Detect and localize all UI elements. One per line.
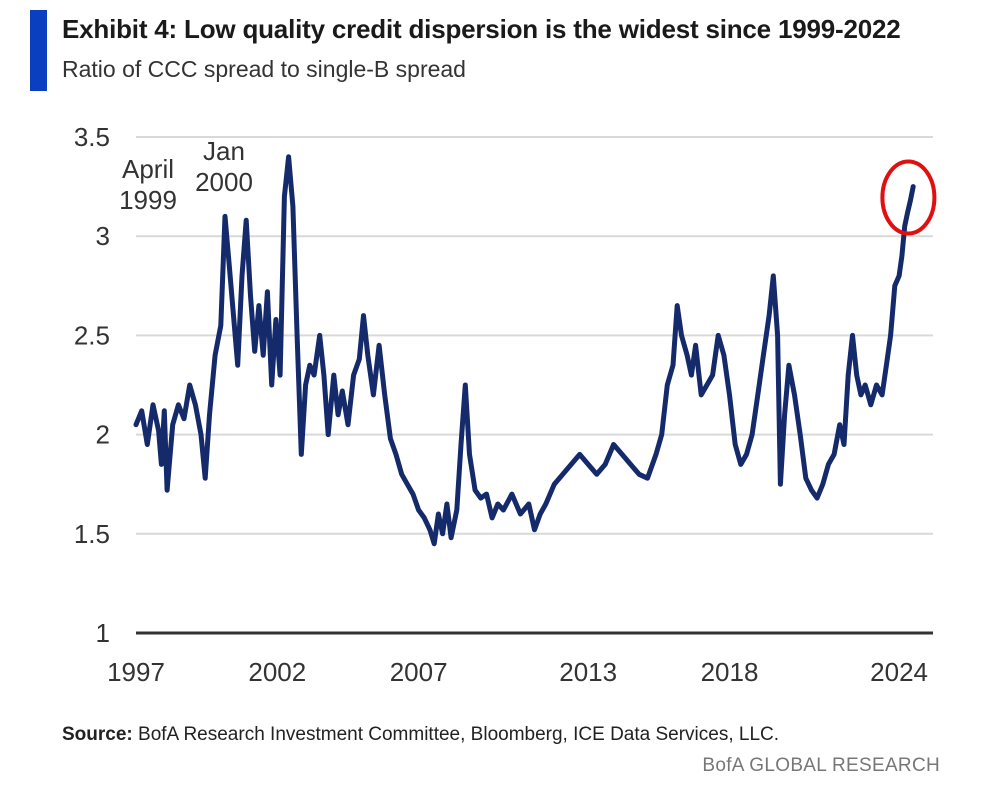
annotation-line: Jan	[203, 136, 245, 166]
line-chart: 1 1.5 2 2.5 3 3.5 1997 2002 2007 2013 2018 2024 Apr…	[74, 122, 937, 687]
y-tick-label: 1.5	[74, 519, 110, 549]
y-tick-label: 3.5	[74, 122, 110, 152]
x-tick-label: 2018	[701, 657, 759, 687]
x-tick-label: 2007	[390, 657, 448, 687]
annotation-label: April 1999	[119, 154, 177, 215]
y-tick-label: 2	[96, 420, 110, 450]
source-label: Source:	[62, 724, 133, 745]
annotation-layer: April 1999 Jan 2000	[119, 136, 937, 236]
y-tick-label: 2.5	[74, 320, 110, 350]
annotation-line: 2000	[195, 167, 253, 197]
x-tick-label: 2013	[559, 657, 617, 687]
chart-subtitle: Ratio of CCC spread to single-B spread	[62, 56, 466, 82]
y-tick-label: 3	[96, 221, 110, 251]
highlight-circle	[880, 159, 937, 236]
x-tick-label: 2002	[248, 657, 306, 687]
axis-layer: 1 1.5 2 2.5 3 3.5 1997 2002 2007 2013 2018 2024	[74, 122, 933, 687]
annotation-line: April	[122, 154, 174, 184]
y-tick-label: 1	[96, 618, 110, 648]
annotation-label: Jan 2000	[195, 136, 253, 197]
annotation-line: 1999	[119, 185, 177, 215]
source-note: Source: BofA Research Investment Committ…	[62, 724, 779, 746]
x-tick-label: 1997	[107, 657, 165, 687]
chart-title: Exhibit 4: Low quality credit dispersion…	[62, 14, 901, 44]
accent-bar	[30, 10, 47, 91]
x-tick-label: 2024	[870, 657, 928, 687]
series-layer	[133, 154, 916, 547]
brand-label: BofA GLOBAL RESEARCH	[702, 755, 940, 776]
series-line	[133, 154, 916, 547]
source-text: BofA Research Investment Committee, Bloo…	[138, 724, 780, 745]
